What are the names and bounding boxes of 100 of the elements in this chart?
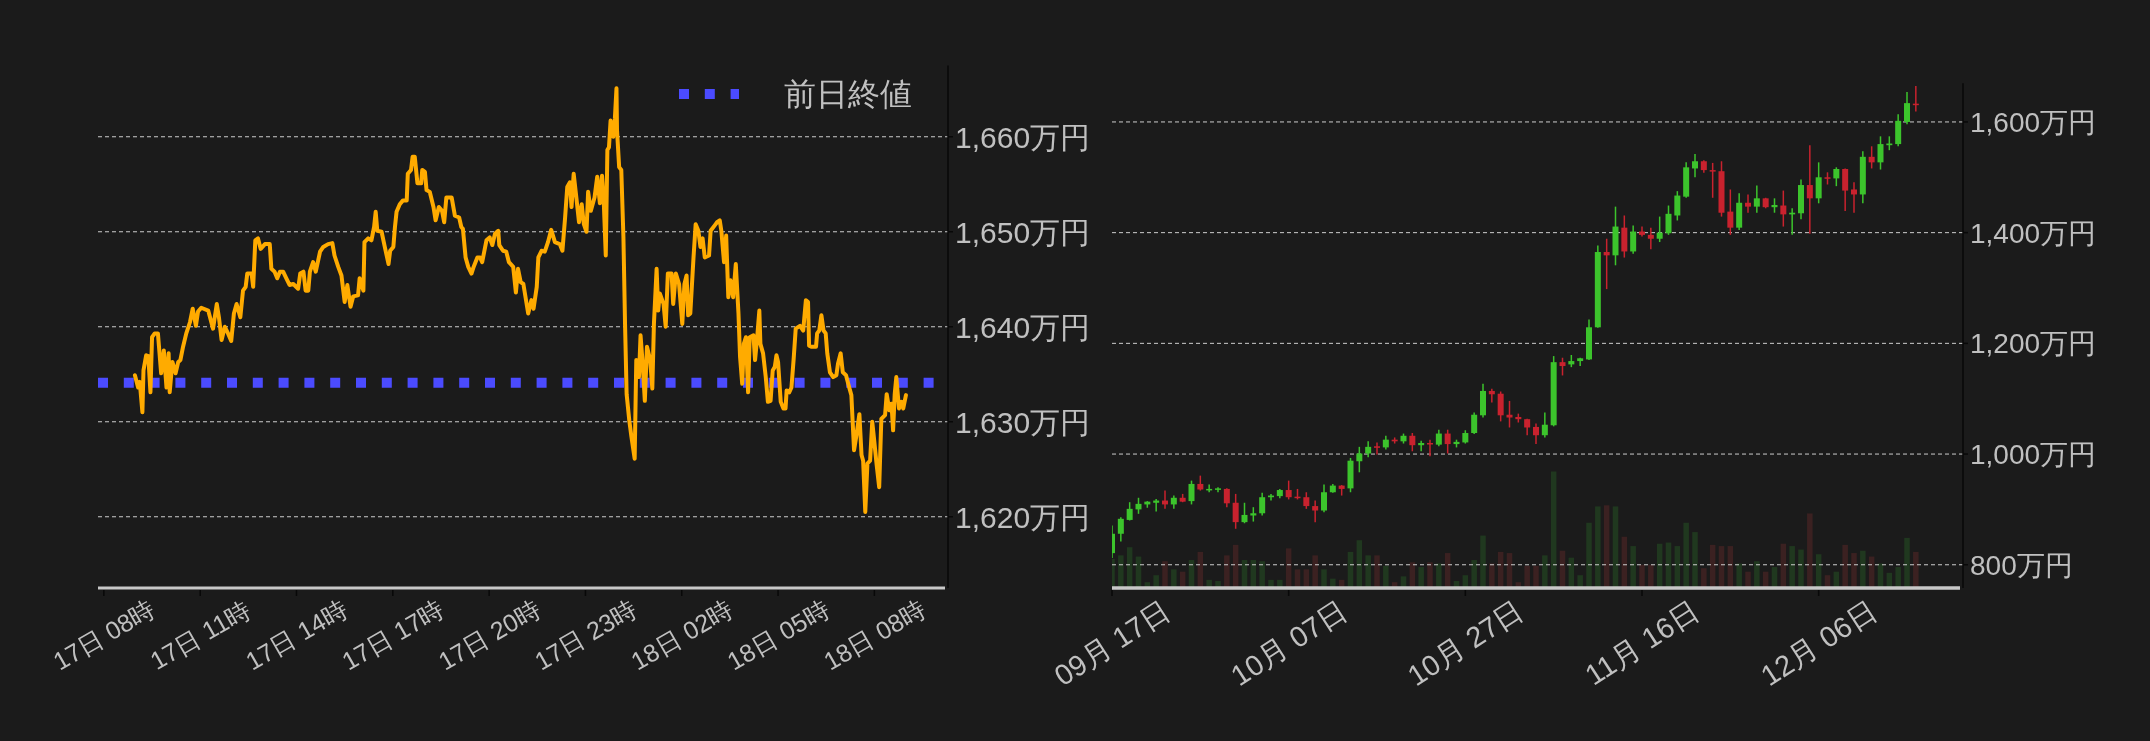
bar (1471, 560, 1477, 588)
candlestick (1621, 214, 1628, 259)
candlestick (1833, 166, 1840, 187)
bar (1365, 555, 1371, 588)
candlestick (1656, 215, 1663, 243)
candlestick (1904, 91, 1910, 125)
candlestick (1444, 428, 1451, 455)
bar (1171, 569, 1177, 588)
x-tick-label: 09月 17日 (1048, 594, 1176, 692)
candlestick (1780, 189, 1787, 228)
bar (1268, 579, 1274, 588)
candlestick (1259, 492, 1266, 517)
bar (1206, 579, 1212, 588)
candlestick (1117, 516, 1124, 543)
y-tick-label: 1,640万円 (955, 310, 1091, 344)
candlestick (1312, 499, 1319, 523)
bar (1603, 505, 1610, 588)
bar (1330, 578, 1336, 588)
bar (1851, 553, 1857, 588)
bar (1577, 575, 1583, 588)
bar (1118, 555, 1124, 588)
candlestick (1603, 237, 1610, 290)
candlestick (1868, 145, 1875, 170)
candlestick (1506, 400, 1513, 429)
bar (1913, 551, 1919, 588)
candlestick (1188, 479, 1195, 506)
y-tick-label: 1,600万円 (1970, 106, 2097, 138)
y-tick-label: 1,400万円 (1970, 217, 2097, 249)
bar (1895, 567, 1901, 588)
bar (1648, 564, 1654, 588)
candlestick (1806, 144, 1813, 235)
bar (1480, 535, 1486, 588)
bar (1215, 581, 1221, 588)
y-tick-label: 1,200万円 (1970, 327, 2097, 359)
bar (1153, 575, 1159, 588)
candlestick (1630, 224, 1637, 255)
bar (1524, 565, 1530, 588)
y-tick-label: 1,630万円 (955, 405, 1091, 439)
candlestick (1541, 411, 1548, 439)
bar (1427, 562, 1433, 588)
candlestick (1692, 153, 1698, 179)
bar (1436, 563, 1442, 588)
candlestick (1356, 446, 1363, 474)
candlestick (1895, 113, 1902, 148)
bar (1489, 563, 1495, 588)
bar (1586, 522, 1592, 588)
bar (1612, 506, 1619, 588)
bar (1736, 563, 1742, 588)
candlestick (1321, 483, 1327, 513)
bar (1639, 564, 1645, 588)
candlestick (1877, 135, 1884, 171)
candlestick (1232, 493, 1239, 530)
bar (1860, 550, 1866, 588)
candlestick (1153, 498, 1160, 513)
candlestick (1842, 167, 1849, 212)
candlestick (1665, 204, 1672, 236)
bar (1798, 549, 1804, 588)
candlestick (1241, 502, 1248, 524)
candlestick (1709, 162, 1716, 199)
candlestick (1418, 440, 1425, 453)
candlestick (1727, 188, 1734, 236)
candlestick (1223, 487, 1230, 508)
candlestick (1533, 422, 1539, 445)
candlestick (1497, 390, 1504, 423)
x-tick-label: 12月 06日 (1755, 594, 1883, 692)
candlestick (1745, 193, 1751, 214)
y-tick-label: 1,660万円 (955, 120, 1091, 154)
y-tick-label: 1,000万円 (1970, 438, 2097, 470)
bar (1374, 555, 1380, 588)
candlestick (1488, 387, 1495, 404)
candlestick (1285, 479, 1292, 501)
y-tick-label: 1,650万円 (955, 215, 1091, 249)
candlestick (1409, 432, 1416, 453)
bar (1383, 565, 1389, 588)
bar (1692, 532, 1698, 588)
x-tick-label: 10月 07日 (1225, 594, 1353, 692)
bar (1789, 546, 1795, 588)
bar (1418, 567, 1424, 588)
bar (1807, 513, 1813, 588)
bar (1542, 555, 1548, 588)
bar (1842, 544, 1848, 588)
bar (1630, 546, 1636, 588)
bar (1259, 561, 1265, 588)
candlestick (1647, 226, 1654, 250)
bar (1277, 579, 1283, 588)
x-tick-label: 10月 27日 (1401, 594, 1529, 692)
candlestick (1851, 181, 1857, 214)
bar (1312, 555, 1318, 588)
bar (1745, 571, 1751, 588)
candlestick (1815, 161, 1822, 205)
bar (1162, 561, 1168, 588)
y-tick-label: 800万円 (1970, 549, 2073, 581)
bar (1321, 569, 1327, 588)
candlestick (1471, 411, 1478, 435)
candlestick (1674, 190, 1681, 222)
bar (1683, 522, 1689, 588)
bar (1595, 506, 1601, 588)
candlestick (1374, 441, 1380, 456)
y-tick-label: 1,620万円 (955, 500, 1091, 534)
bar (1904, 537, 1910, 588)
